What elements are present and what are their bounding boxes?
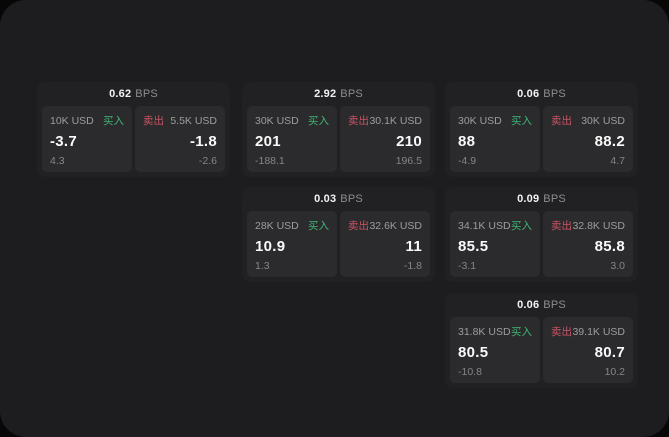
bps-unit-label: BPS (135, 88, 158, 100)
buy-size-label: 28K USD (255, 220, 299, 232)
buy-pane[interactable]: 34.1K USD 买入 85.5 -3.1 (450, 211, 540, 277)
buy-price: 88 (458, 133, 476, 151)
buy-price: 10.9 (255, 238, 286, 256)
buy-delta: -10.8 (458, 365, 482, 378)
buy-side-tag: 买入 (308, 115, 329, 127)
buy-size-label: 30K USD (255, 115, 299, 127)
sell-side-tag: 卖出 (551, 326, 572, 338)
sell-price: 88.2 (594, 133, 625, 151)
buy-price: 85.5 (458, 238, 489, 256)
sell-side-tag: 卖出 (551, 115, 572, 127)
buy-price: -3.7 (50, 133, 78, 151)
quote-card: 2.92 BPS 30K USD 买入 201 -188.1 卖出 30.1K … (242, 82, 435, 177)
quote-card: 0.06 BPS 30K USD 买入 88 -4.9 卖出 30K USD 8… (445, 82, 638, 177)
bps-unit-label: BPS (340, 193, 363, 205)
sell-size-label: 32.8K USD (572, 220, 625, 232)
buy-size-label: 10K USD (50, 115, 94, 127)
sell-price: 85.8 (594, 238, 625, 256)
buy-side-tag: 买入 (511, 326, 532, 338)
quote-card: 0.62 BPS 10K USD 买入 -3.7 4.3 卖出 5.5K USD… (37, 82, 230, 177)
sell-side-tag: 卖出 (143, 115, 164, 127)
sell-price: 80.7 (594, 344, 625, 362)
bps-header: 0.06 BPS (450, 82, 633, 106)
buy-side-tag: 买入 (103, 115, 124, 127)
bps-value: 0.06 (517, 299, 540, 311)
buy-pane[interactable]: 30K USD 买入 88 -4.9 (450, 106, 540, 172)
sell-delta: -1.8 (403, 259, 422, 272)
quote-card: 0.06 BPS 31.8K USD 买入 80.5 -10.8 卖出 39.1… (445, 293, 638, 388)
sell-size-label: 39.1K USD (572, 326, 625, 338)
buy-pane[interactable]: 31.8K USD 买入 80.5 -10.8 (450, 317, 540, 383)
buy-delta: -3.1 (458, 259, 477, 272)
buy-price: 201 (255, 133, 281, 151)
bps-header: 0.03 BPS (247, 187, 430, 211)
bps-header: 2.92 BPS (247, 82, 430, 106)
sell-pane[interactable]: 卖出 30K USD 88.2 4.7 (543, 106, 633, 172)
sell-side-tag: 卖出 (348, 220, 369, 232)
buy-size-label: 31.8K USD (458, 326, 511, 338)
sell-pane[interactable]: 卖出 5.5K USD -1.8 -2.6 (135, 106, 225, 172)
sell-delta: 196.5 (395, 154, 422, 167)
bps-unit-label: BPS (543, 299, 566, 311)
buy-pane[interactable]: 10K USD 买入 -3.7 4.3 (42, 106, 132, 172)
buy-pane[interactable]: 28K USD 买入 10.9 1.3 (247, 211, 337, 277)
bps-header: 0.06 BPS (450, 293, 633, 317)
bps-unit-label: BPS (340, 88, 363, 100)
sell-size-label: 30.1K USD (369, 115, 422, 127)
sell-pane[interactable]: 卖出 30.1K USD 210 196.5 (340, 106, 430, 172)
bps-header: 0.62 BPS (42, 82, 225, 106)
bps-unit-label: BPS (543, 88, 566, 100)
buy-delta: -4.9 (458, 154, 477, 167)
bps-value: 0.09 (517, 193, 540, 205)
sell-pane[interactable]: 卖出 32.6K USD 11 -1.8 (340, 211, 430, 277)
sell-delta: 3.0 (610, 259, 625, 272)
buy-size-label: 34.1K USD (458, 220, 511, 232)
buy-side-tag: 买入 (308, 220, 329, 232)
bps-header: 0.09 BPS (450, 187, 633, 211)
buy-pane[interactable]: 30K USD 买入 201 -188.1 (247, 106, 337, 172)
bps-value: 2.92 (314, 88, 337, 100)
sell-side-tag: 卖出 (551, 220, 572, 232)
sell-size-label: 32.6K USD (369, 220, 422, 232)
quote-card: 0.09 BPS 34.1K USD 买入 85.5 -3.1 卖出 32.8K… (445, 187, 638, 282)
buy-side-tag: 买入 (511, 115, 532, 127)
sell-price: -1.8 (189, 133, 217, 151)
buy-delta: 1.3 (255, 259, 270, 272)
buy-delta: -188.1 (255, 154, 285, 167)
sell-side-tag: 卖出 (348, 115, 369, 127)
sell-delta: 4.7 (610, 154, 625, 167)
sell-pane[interactable]: 卖出 32.8K USD 85.8 3.0 (543, 211, 633, 277)
sell-delta: -2.6 (198, 154, 217, 167)
sell-pane[interactable]: 卖出 39.1K USD 80.7 10.2 (543, 317, 633, 383)
bps-value: 0.06 (517, 88, 540, 100)
sell-price: 11 (405, 238, 422, 256)
buy-delta: 4.3 (50, 154, 65, 167)
buy-size-label: 30K USD (458, 115, 502, 127)
buy-price: 80.5 (458, 344, 489, 362)
quote-card: 0.03 BPS 28K USD 买入 10.9 1.3 卖出 32.6K US… (242, 187, 435, 282)
bps-unit-label: BPS (543, 193, 566, 205)
sell-size-label: 5.5K USD (170, 115, 217, 127)
bps-value: 0.62 (109, 88, 132, 100)
sell-price: 210 (396, 133, 422, 151)
sell-size-label: 30K USD (581, 115, 625, 127)
sell-delta: 10.2 (604, 365, 625, 378)
bps-value: 0.03 (314, 193, 337, 205)
buy-side-tag: 买入 (511, 220, 532, 232)
